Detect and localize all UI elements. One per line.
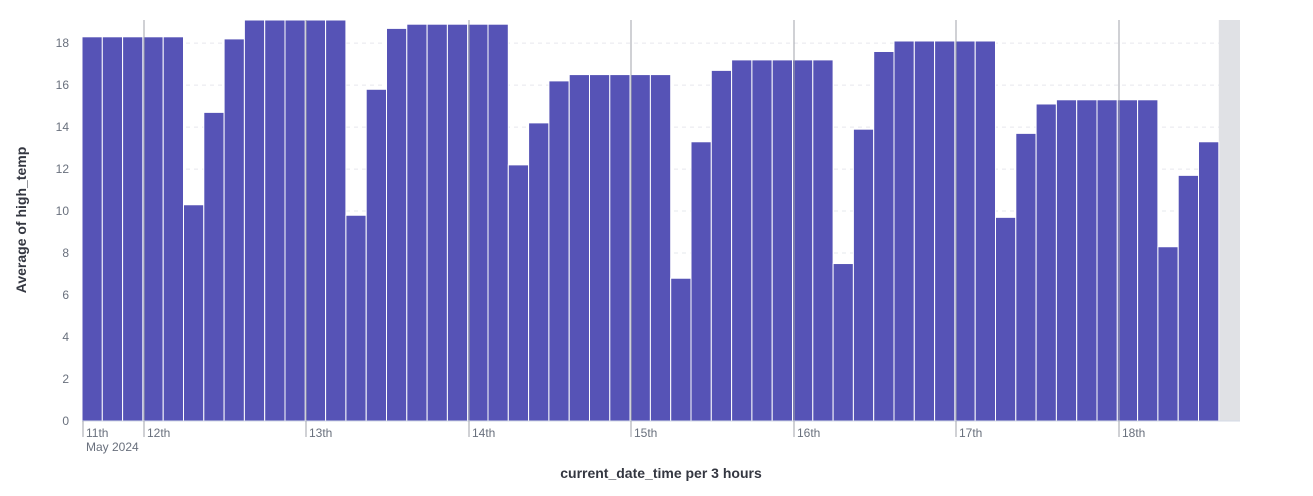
bar [974, 40, 997, 422]
bar [852, 128, 875, 422]
bar [893, 40, 915, 422]
bar [1137, 99, 1159, 422]
bars [81, 19, 1220, 422]
y-axis-ticks: 0 2 4 6 8 10 12 14 16 18 [56, 36, 70, 428]
bar [426, 23, 448, 422]
bar [731, 59, 753, 422]
bar [406, 23, 428, 422]
y-tick-label: 8 [62, 246, 69, 260]
bar [203, 111, 225, 422]
bar [710, 69, 733, 422]
x-tick-label: 18th [1122, 426, 1145, 440]
bar [812, 59, 834, 422]
bar [183, 204, 205, 422]
bar [1157, 246, 1179, 422]
bar [325, 19, 347, 422]
bar [1116, 99, 1139, 422]
bar [873, 50, 895, 422]
y-tick-label: 16 [56, 78, 70, 92]
bar [1015, 132, 1037, 422]
x-axis-title: current_date_time per 3 hours [560, 465, 762, 481]
bar [223, 38, 245, 422]
bar [101, 36, 124, 422]
day-separator-lines [143, 20, 1120, 421]
bar [629, 74, 651, 422]
bar [548, 80, 570, 422]
bar [1096, 99, 1118, 422]
y-tick-label: 10 [56, 204, 70, 218]
bar [1198, 141, 1220, 422]
x-axis-secondary-label: May 2024 [86, 440, 139, 454]
x-tick-label: 17th [959, 426, 982, 440]
bar [1076, 99, 1098, 422]
x-tick-label: 12th [147, 426, 170, 440]
bar [142, 36, 164, 422]
bar [365, 88, 388, 422]
bar [954, 40, 976, 422]
bar [1055, 99, 1078, 422]
bar [690, 141, 712, 422]
bar [81, 36, 103, 422]
bar [304, 19, 327, 422]
bar [264, 19, 286, 422]
bar [162, 36, 184, 422]
y-tick-label: 12 [56, 162, 70, 176]
bar [589, 74, 611, 422]
bar [122, 36, 144, 422]
x-tick-label: 11th [86, 426, 108, 440]
bar [995, 216, 1017, 422]
bar [832, 263, 854, 422]
x-tick-label: 15th [634, 426, 657, 440]
bar [446, 23, 469, 422]
bar [792, 59, 814, 422]
bar [771, 59, 794, 422]
bar [345, 214, 367, 422]
bar [243, 19, 266, 422]
bar [568, 74, 591, 422]
bar [934, 40, 956, 422]
x-tick-label: 14th [472, 426, 495, 440]
bar [528, 122, 550, 422]
bar [609, 74, 631, 422]
x-axis-ticks: 11th 12th 13th 14th 15th 16th 17th 18th [82, 421, 1145, 440]
bar [913, 40, 936, 422]
bar [507, 164, 530, 422]
y-axis-title: Average of high_temp [13, 147, 29, 294]
bar [386, 27, 408, 422]
bar [1177, 174, 1199, 422]
bar [487, 23, 509, 422]
y-tick-label: 4 [62, 330, 69, 344]
x-tick-label: 13th [309, 426, 332, 440]
y-tick-label: 6 [62, 288, 69, 302]
y-tick-label: 2 [62, 372, 69, 386]
y-tick-label: 14 [56, 120, 70, 134]
bar [670, 277, 692, 422]
bar [751, 59, 773, 422]
partial-bucket-shading [1218, 20, 1240, 421]
y-tick-label: 0 [62, 414, 69, 428]
bar [1035, 103, 1057, 422]
y-tick-label: 18 [56, 36, 70, 50]
bar [467, 23, 489, 422]
x-tick-label: 16th [797, 426, 820, 440]
bar [284, 19, 306, 422]
bar [649, 74, 672, 422]
